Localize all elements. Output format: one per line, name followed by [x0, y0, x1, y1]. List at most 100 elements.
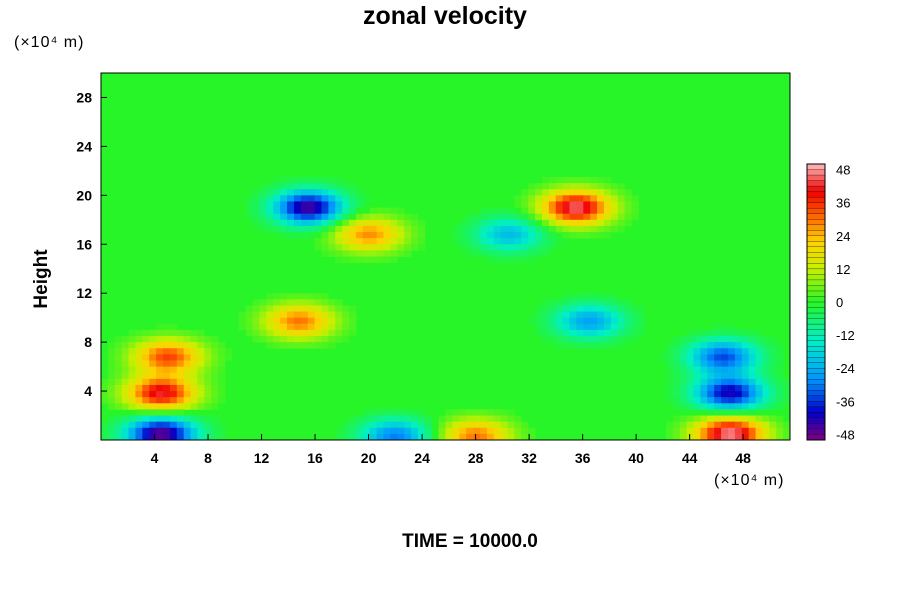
- heatmap-cell: [624, 329, 632, 337]
- heatmap-cell: [280, 225, 288, 233]
- heatmap-cell: [411, 219, 419, 227]
- heatmap-cell: [280, 311, 288, 319]
- heatmap-cell: [355, 421, 364, 429]
- heatmap-cell: [452, 415, 460, 423]
- heatmap-cell: [369, 250, 377, 257]
- heatmap-cell: [569, 201, 577, 208]
- heatmap-cell: [479, 433, 488, 441]
- heatmap-cell: [252, 213, 260, 221]
- heatmap-cell: [163, 403, 171, 410]
- heatmap-cell: [114, 415, 123, 423]
- heatmap-cell: [769, 403, 777, 410]
- heatmap-cell: [128, 427, 136, 435]
- heatmap-cell: [734, 433, 743, 441]
- heatmap-cell: [624, 219, 632, 227]
- heatmap-cell: [665, 366, 674, 374]
- heatmap-cell: [762, 427, 770, 435]
- heatmap-cell: [245, 201, 253, 208]
- heatmap-cell: [727, 354, 736, 361]
- heatmap-cell: [121, 391, 129, 398]
- heatmap-cell: [569, 207, 577, 215]
- heatmap-cell: [114, 427, 123, 435]
- heatmap-cell: [293, 336, 302, 343]
- heatmap-cell: [218, 391, 226, 398]
- heatmap-cell: [741, 403, 750, 410]
- heatmap-cell: [376, 256, 384, 264]
- heatmap-cell: [514, 238, 522, 245]
- heatmap-cell: [693, 427, 701, 435]
- heatmap-cell: [693, 366, 701, 374]
- x-tick-label: 44: [682, 450, 698, 466]
- heatmap-cell: [293, 195, 302, 202]
- heatmap-cell: [355, 189, 364, 196]
- heatmap-cell: [252, 323, 260, 331]
- heatmap-cell: [555, 299, 564, 306]
- heatmap-cell: [548, 336, 557, 343]
- heatmap-cell: [266, 317, 274, 325]
- heatmap-cell: [355, 433, 364, 441]
- heatmap-cell: [252, 219, 260, 227]
- heatmap-cell: [734, 421, 743, 429]
- heatmap-cell: [149, 421, 157, 429]
- heatmap-cell: [273, 311, 281, 319]
- heatmap-cell: [245, 317, 253, 325]
- heatmap-cell: [176, 348, 185, 355]
- heatmap-cell: [610, 183, 619, 190]
- heatmap-cell: [679, 427, 688, 435]
- heatmap-cell: [369, 244, 377, 251]
- heatmap-cell: [280, 293, 288, 300]
- heatmap-cell: [597, 183, 605, 190]
- x-tick-label: 8: [204, 450, 212, 466]
- heatmap-cell: [321, 232, 329, 239]
- heatmap-cell: [541, 250, 550, 257]
- heatmap-cell: [562, 207, 570, 215]
- heatmap-cell: [300, 299, 309, 306]
- heatmap-cell: [314, 207, 322, 215]
- heatmap-cell: [163, 421, 171, 429]
- heatmap-cell: [755, 415, 763, 423]
- heatmap-cell: [493, 225, 502, 233]
- heatmap-cell: [411, 433, 419, 441]
- heatmap-cell: [142, 336, 150, 343]
- heatmap-cell: [307, 311, 315, 319]
- heatmap-cell: [576, 311, 584, 319]
- colorbar-band: [806, 257, 826, 264]
- heatmap-cell: [700, 427, 708, 435]
- heatmap-cell: [748, 378, 756, 386]
- heatmap-cell: [507, 250, 515, 257]
- heatmap-cell: [328, 189, 336, 196]
- x-tick-label: 36: [575, 450, 591, 466]
- heatmap-cell: [486, 219, 495, 227]
- heatmap-cell: [307, 219, 315, 227]
- heatmap-cell: [521, 421, 529, 429]
- heatmap-cell: [321, 336, 329, 343]
- heatmap-cell: [321, 250, 329, 257]
- heatmap-cell: [190, 421, 198, 429]
- heatmap-cell: [686, 366, 694, 374]
- heatmap-cell: [156, 433, 164, 441]
- heatmap-cell: [693, 342, 701, 349]
- heatmap-cell: [307, 329, 315, 337]
- heatmap-cell: [500, 244, 508, 251]
- heatmap-cell: [479, 409, 488, 416]
- heatmap-cell: [617, 219, 626, 227]
- heatmap-cell: [293, 232, 302, 239]
- heatmap-cell: [397, 238, 405, 245]
- heatmap-cell: [101, 384, 109, 392]
- heatmap-cell: [280, 201, 288, 208]
- heatmap-cell: [693, 433, 701, 441]
- x-axis: 4 8 12 16 20 24 28 32 36 40 44 48: [151, 434, 751, 466]
- heatmap-cell: [541, 336, 550, 343]
- heatmap-cell: [169, 360, 178, 367]
- heatmap-cell: [686, 403, 694, 410]
- heatmap-cell: [521, 232, 529, 239]
- heatmap-cell: [624, 213, 632, 221]
- heatmap-cell: [493, 250, 502, 257]
- y-tick-label: 20: [76, 187, 92, 203]
- heatmap-cell: [266, 189, 274, 196]
- heatmap-cell: [211, 360, 219, 367]
- heatmap-cell: [135, 372, 143, 380]
- heatmap-cell: [755, 397, 763, 404]
- heatmap-cell: [459, 421, 467, 429]
- heatmap-cell: [541, 299, 550, 306]
